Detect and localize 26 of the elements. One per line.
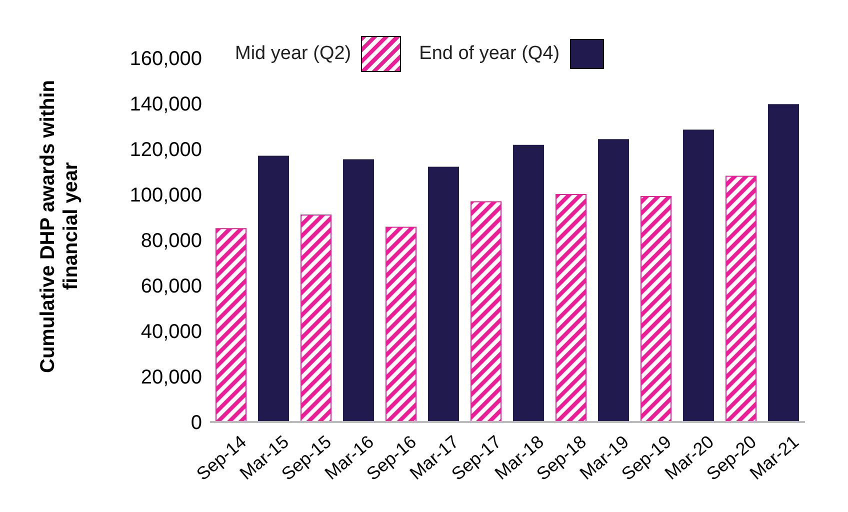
legend-label: End of year (Q4) bbox=[419, 43, 560, 65]
y-tick-label: 20,000 bbox=[140, 366, 202, 389]
y-tick-label: 100,000 bbox=[130, 184, 202, 207]
y-tick-label: 80,000 bbox=[140, 230, 202, 252]
bar bbox=[428, 166, 459, 422]
y-tick-label: 140,000 bbox=[130, 94, 202, 116]
bar bbox=[683, 130, 714, 422]
bar bbox=[726, 176, 756, 422]
bar bbox=[598, 139, 629, 422]
bar bbox=[216, 228, 246, 422]
y-axis-title: Cumulative DHP awards within financial year bbox=[36, 78, 83, 375]
bar bbox=[343, 159, 374, 422]
bar bbox=[470, 201, 502, 422]
y-tick-label: 160,000 bbox=[130, 48, 202, 70]
bar bbox=[386, 226, 416, 422]
y-tick-label: 0 bbox=[190, 412, 202, 434]
y-tick-label: 60,000 bbox=[140, 276, 202, 298]
bar bbox=[640, 196, 672, 422]
bar bbox=[556, 194, 586, 422]
y-tick-label: 120,000 bbox=[130, 139, 202, 162]
bar bbox=[768, 104, 799, 422]
legend-label: Mid year (Q2) bbox=[235, 43, 352, 65]
y-tick-label: 40,000 bbox=[140, 321, 202, 344]
bar bbox=[258, 156, 289, 422]
bar bbox=[513, 144, 544, 422]
bar bbox=[300, 214, 332, 422]
